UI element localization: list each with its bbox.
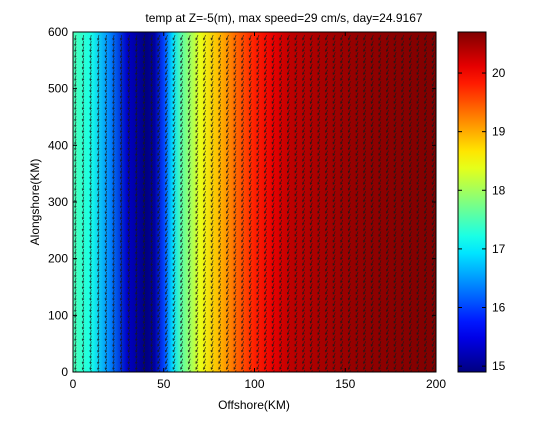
x-tick-label: 0 (70, 377, 77, 391)
x-axis-label: Offshore(KM) (218, 398, 290, 412)
y-tick-label: 100 (48, 308, 68, 322)
y-axis-ticks: 0 100 200 300 400 500 600 (48, 25, 436, 379)
colorbar-fill (458, 32, 486, 372)
colorbar-tick-label: 20 (492, 66, 506, 80)
colorbar-tick-label: 18 (492, 183, 506, 197)
x-tick-label: 150 (335, 377, 355, 391)
chart-title: temp at Z=-5(m), max speed=29 cm/s, day=… (145, 11, 422, 25)
velocity-vectors (74, 34, 435, 372)
colorbar: 15 16 17 18 19 20 (457, 31, 506, 373)
x-tick-label: 50 (157, 377, 171, 391)
plot-area: 0 50 100 150 200 0 100 200 300 400 500 600 (48, 25, 446, 391)
colorbar-tick-label: 19 (492, 125, 506, 139)
y-tick-label: 200 (48, 252, 68, 266)
y-tick-label: 300 (48, 195, 68, 209)
colorbar-ticks: 15 16 17 18 19 20 (458, 66, 506, 373)
colorbar-tick-label: 17 (492, 242, 506, 256)
y-tick-label: 0 (61, 365, 68, 379)
colorbar-tick-label: 15 (492, 359, 506, 373)
colorbar-tick-label: 16 (492, 301, 506, 315)
x-axis-ticks: 0 50 100 150 200 (70, 32, 446, 391)
y-tick-label: 600 (48, 25, 68, 39)
x-tick-label: 200 (426, 377, 446, 391)
colorbar-frame (457, 31, 487, 373)
heatmap-field (73, 32, 436, 372)
velocity-arrow-field (74, 34, 435, 372)
y-tick-label: 500 (48, 82, 68, 96)
y-tick-label: 400 (48, 138, 68, 152)
y-axis-label: Alongshore(KM) (28, 159, 42, 246)
x-tick-label: 100 (244, 377, 264, 391)
